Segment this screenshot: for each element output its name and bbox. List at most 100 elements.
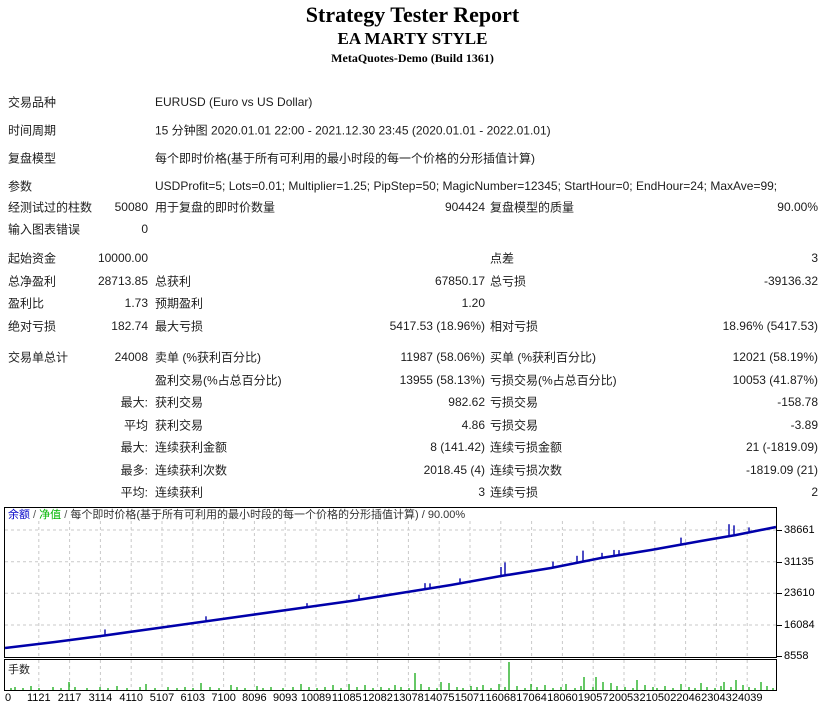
x-axis-label: 23043 <box>701 692 732 704</box>
row-label: 复盘模型的质量 <box>490 200 575 215</box>
x-axis-label: 22046 <box>670 692 701 704</box>
row-label: 获利交易 <box>155 395 204 410</box>
x-axis-label: 19057 <box>577 692 609 704</box>
row-label: 相对亏损 <box>490 319 539 334</box>
row-value: EURUSD (Euro vs US Dollar) <box>155 95 313 109</box>
x-axis-label: 18060 <box>547 692 578 704</box>
row-value: 10000.00 <box>97 251 148 266</box>
row-value: 最大: <box>120 440 148 455</box>
row-value: 90.00% <box>777 200 818 214</box>
report-row: 最多: 连续获利次数 2018.45 (4) 连续亏损次数 -1819.09 (21) <box>0 459 825 482</box>
row-value: 12021 (58.19%) <box>732 350 818 365</box>
x-axis-label: 16068 <box>485 692 517 704</box>
y-axis-label: 31135 <box>784 555 814 568</box>
row-value: -158.78 <box>777 395 818 410</box>
row-label: 交易品种 <box>8 95 57 110</box>
x-axis-label: 2117 <box>57 692 82 704</box>
row-value: 21 (-1819.09) <box>745 440 818 455</box>
x-axis-label: 13078 <box>393 692 424 704</box>
row-label: 亏损交易 <box>490 418 539 433</box>
x-axis-label: 24039 <box>731 692 763 704</box>
report-row: 盈利比 1.73 预期盈利 1.20 <box>0 292 825 315</box>
y-axis-tick <box>777 561 782 563</box>
row-value: 18.96% (5417.53) <box>722 318 818 333</box>
lots-bars-svg <box>10 660 774 690</box>
x-axis-label: 3114 <box>88 692 113 704</box>
y-axis-label: 23610 <box>784 587 815 600</box>
report-row: 经测试过的柱数 50080 用于复盘的即时价数量 904424 复盘模型的质量 90.00… <box>0 196 825 218</box>
y-axis-label: 16084 <box>784 619 815 631</box>
row-value: 最多: <box>120 463 148 478</box>
y-axis-tick <box>777 656 782 657</box>
row-value: 5417.53 (18.96%) <box>389 318 485 333</box>
stats-section-results: 起始资金 10000.00 点差 3 总净盈利 28713.85 总获利 67850.17 总亏… <box>0 247 825 337</box>
stats-table: 经测试过的柱数 50080 用于复盘的即时价数量 904424 复盘模型的质量 90.00… <box>0 196 825 504</box>
x-axis-label: 20053 <box>608 692 640 704</box>
row-label: 连续获利金额 <box>155 440 228 455</box>
lots-label: 手数 <box>8 664 30 676</box>
row-label: 总净盈利 <box>8 274 57 289</box>
row-value: 13955 (58.13%) <box>399 372 485 387</box>
report-row: 最大: 获利交易 982.62 亏损交易 -158.78 <box>0 391 825 414</box>
row-label: 盈利交易(%占总百分比) <box>155 373 282 388</box>
row-value: 2018.45 (4) <box>423 462 485 477</box>
row-value: 3 <box>478 485 485 500</box>
row-label: 总亏损 <box>490 274 527 289</box>
row-label: 用于复盘的即时价数量 <box>155 200 276 215</box>
row-label: 连续获利 <box>155 485 204 500</box>
row-label: 点差 <box>490 251 515 266</box>
row-label: 复盘模型 <box>8 151 57 166</box>
row-value: 24008 <box>114 350 148 365</box>
x-axis-label: 14075 <box>423 692 455 704</box>
row-label: 预期盈利 <box>155 296 204 311</box>
report-row: 总净盈利 28713.85 总获利 67850.17 总亏损 -39136.32 <box>0 270 825 293</box>
x-axis-label: 17064 <box>516 692 547 704</box>
row-value: 10053 (41.87%) <box>732 372 818 387</box>
row-label: 连续亏损 <box>490 485 539 500</box>
row-label: 连续获利次数 <box>155 463 228 478</box>
row-value: 904424 <box>444 200 485 214</box>
x-axis-label: 9093 <box>272 692 298 704</box>
stats-section-trades: 交易单总计 24008 卖单 (%获利百分比) 11987 (58.06%) 买单 (%… <box>0 346 825 504</box>
row-value: 0 <box>141 222 148 236</box>
report-row: 复盘模型 每个即时价格(基于所有可利用的最小时段的每一个价格的分形插值计算) <box>0 144 825 172</box>
row-label: 起始资金 <box>8 251 57 266</box>
row-label: 亏损交易(%占总百分比) <box>490 373 617 388</box>
row-label: 盈利比 <box>8 296 45 311</box>
y-axis-label: 38661 <box>784 524 815 536</box>
row-value: 1.73 <box>124 296 148 311</box>
row-label: 连续亏损金额 <box>490 440 563 455</box>
report-row: 平均: 连续获利 3 连续亏损 2 <box>0 481 825 504</box>
row-value: 67850.17 <box>434 273 485 288</box>
report-subtitle: EA MARTY STYLE <box>337 29 488 48</box>
y-axis-label: 8558 <box>784 650 809 662</box>
y-axis-tick <box>777 625 782 626</box>
row-value: 8 (141.42) <box>430 440 485 455</box>
row-value: 11987 (58.06%) <box>400 350 485 365</box>
row-label: 连续亏损次数 <box>490 463 563 478</box>
report-header: Strategy Tester Report EA MARTY STYLE Me… <box>0 2 825 67</box>
x-axis-label: 5107 <box>149 692 175 704</box>
row-value: 平均 <box>123 418 148 433</box>
server-info: MetaQuotes-Demo (Build 1361) <box>331 51 494 65</box>
balance-chart: 余额 / 净值 / 每个即时价格(基于所有可利用的最小时段的每一个价格的分形插值… <box>4 507 777 658</box>
row-value: 982.62 <box>448 395 485 410</box>
row-value: USDProfit=5; Lots=0.01; Multiplier=1.25;… <box>155 179 778 193</box>
row-value: -1819.09 (21) <box>745 462 818 477</box>
page-title: Strategy Tester Report <box>305 2 520 27</box>
report-row: 平均 获利交易 4.86 亏损交易 -3.89 <box>0 414 825 437</box>
report-row: 绝对亏损 182.74 最大亏损 5417.53 (18.96%) 相对亏损 18.96%… <box>0 315 825 338</box>
report-row: 交易品种 EURUSD (Euro vs US Dollar) <box>0 88 825 116</box>
row-value: 182.74 <box>111 318 148 333</box>
x-axis-label: 8096 <box>242 692 267 704</box>
row-label: 参数 <box>8 179 33 194</box>
row-label: 买单 (%获利百分比) <box>490 350 596 365</box>
stats-section-testing: 经测试过的柱数 50080 用于复盘的即时价数量 904424 复盘模型的质量 90.00… <box>0 196 825 240</box>
row-label: 经测试过的柱数 <box>8 200 93 215</box>
report-row: 参数 USDProfit=5; Lots=0.01; Multiplier=1.2… <box>0 172 825 200</box>
row-value: 15 分钟图 2020.01.01 22:00 - 2021.12.30 23:… <box>155 123 551 138</box>
x-axis-label: 0 <box>4 692 12 704</box>
row-value: 最大: <box>120 395 148 410</box>
row-label: 绝对亏损 <box>8 319 57 334</box>
row-value: 50080 <box>114 200 148 214</box>
